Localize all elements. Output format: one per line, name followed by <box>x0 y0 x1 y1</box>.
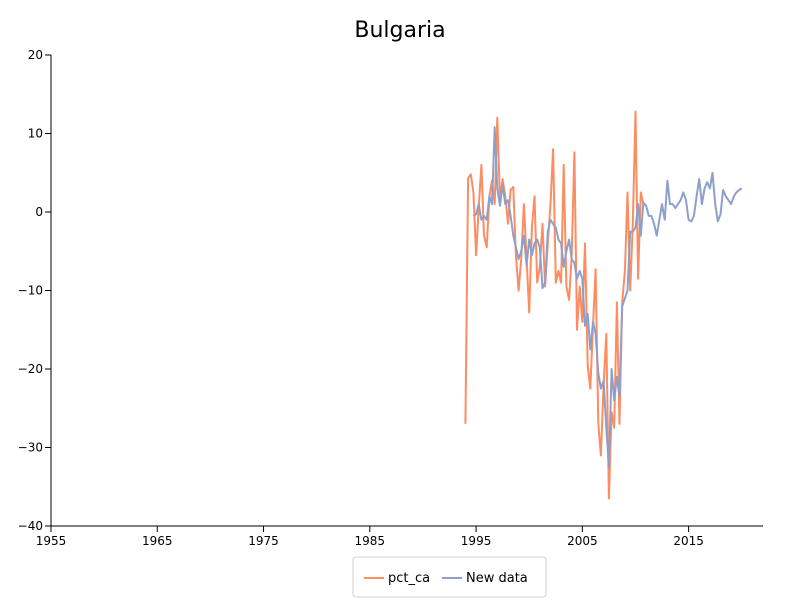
legend: pct_ca New data <box>352 556 547 598</box>
chart-title: Bulgaria <box>354 18 445 43</box>
x-tick-label: 1965 <box>142 534 173 548</box>
y-tick-label: 20 <box>28 48 43 62</box>
plot-lines <box>464 110 743 500</box>
x-tick-label: 1955 <box>36 534 67 548</box>
series-line-new-data <box>472 126 743 469</box>
y-axis: −40 −30 −20 −10 0 10 20 <box>18 48 52 533</box>
y-tick-label: 0 <box>35 205 43 219</box>
legend-item-new-data-label: New data <box>466 571 528 586</box>
x-tick-label: 1985 <box>355 534 386 548</box>
legend-item-pct-ca-label: pct_ca <box>388 571 430 586</box>
x-tick-label: 1975 <box>248 534 279 548</box>
x-tick-label: 2015 <box>673 534 704 548</box>
y-tick-label: −40 <box>18 519 43 533</box>
x-axis: 1955 1965 1975 1985 1995 2005 2015 <box>36 525 763 548</box>
y-tick-label: −10 <box>18 284 43 298</box>
y-tick-label: 10 <box>28 127 43 141</box>
y-tick-label: −30 <box>18 441 43 455</box>
x-tick-label: 1995 <box>461 534 492 548</box>
series-line-pct-ca <box>464 110 645 500</box>
y-tick-label: −20 <box>18 362 43 376</box>
x-tick-label: 2005 <box>567 534 598 548</box>
